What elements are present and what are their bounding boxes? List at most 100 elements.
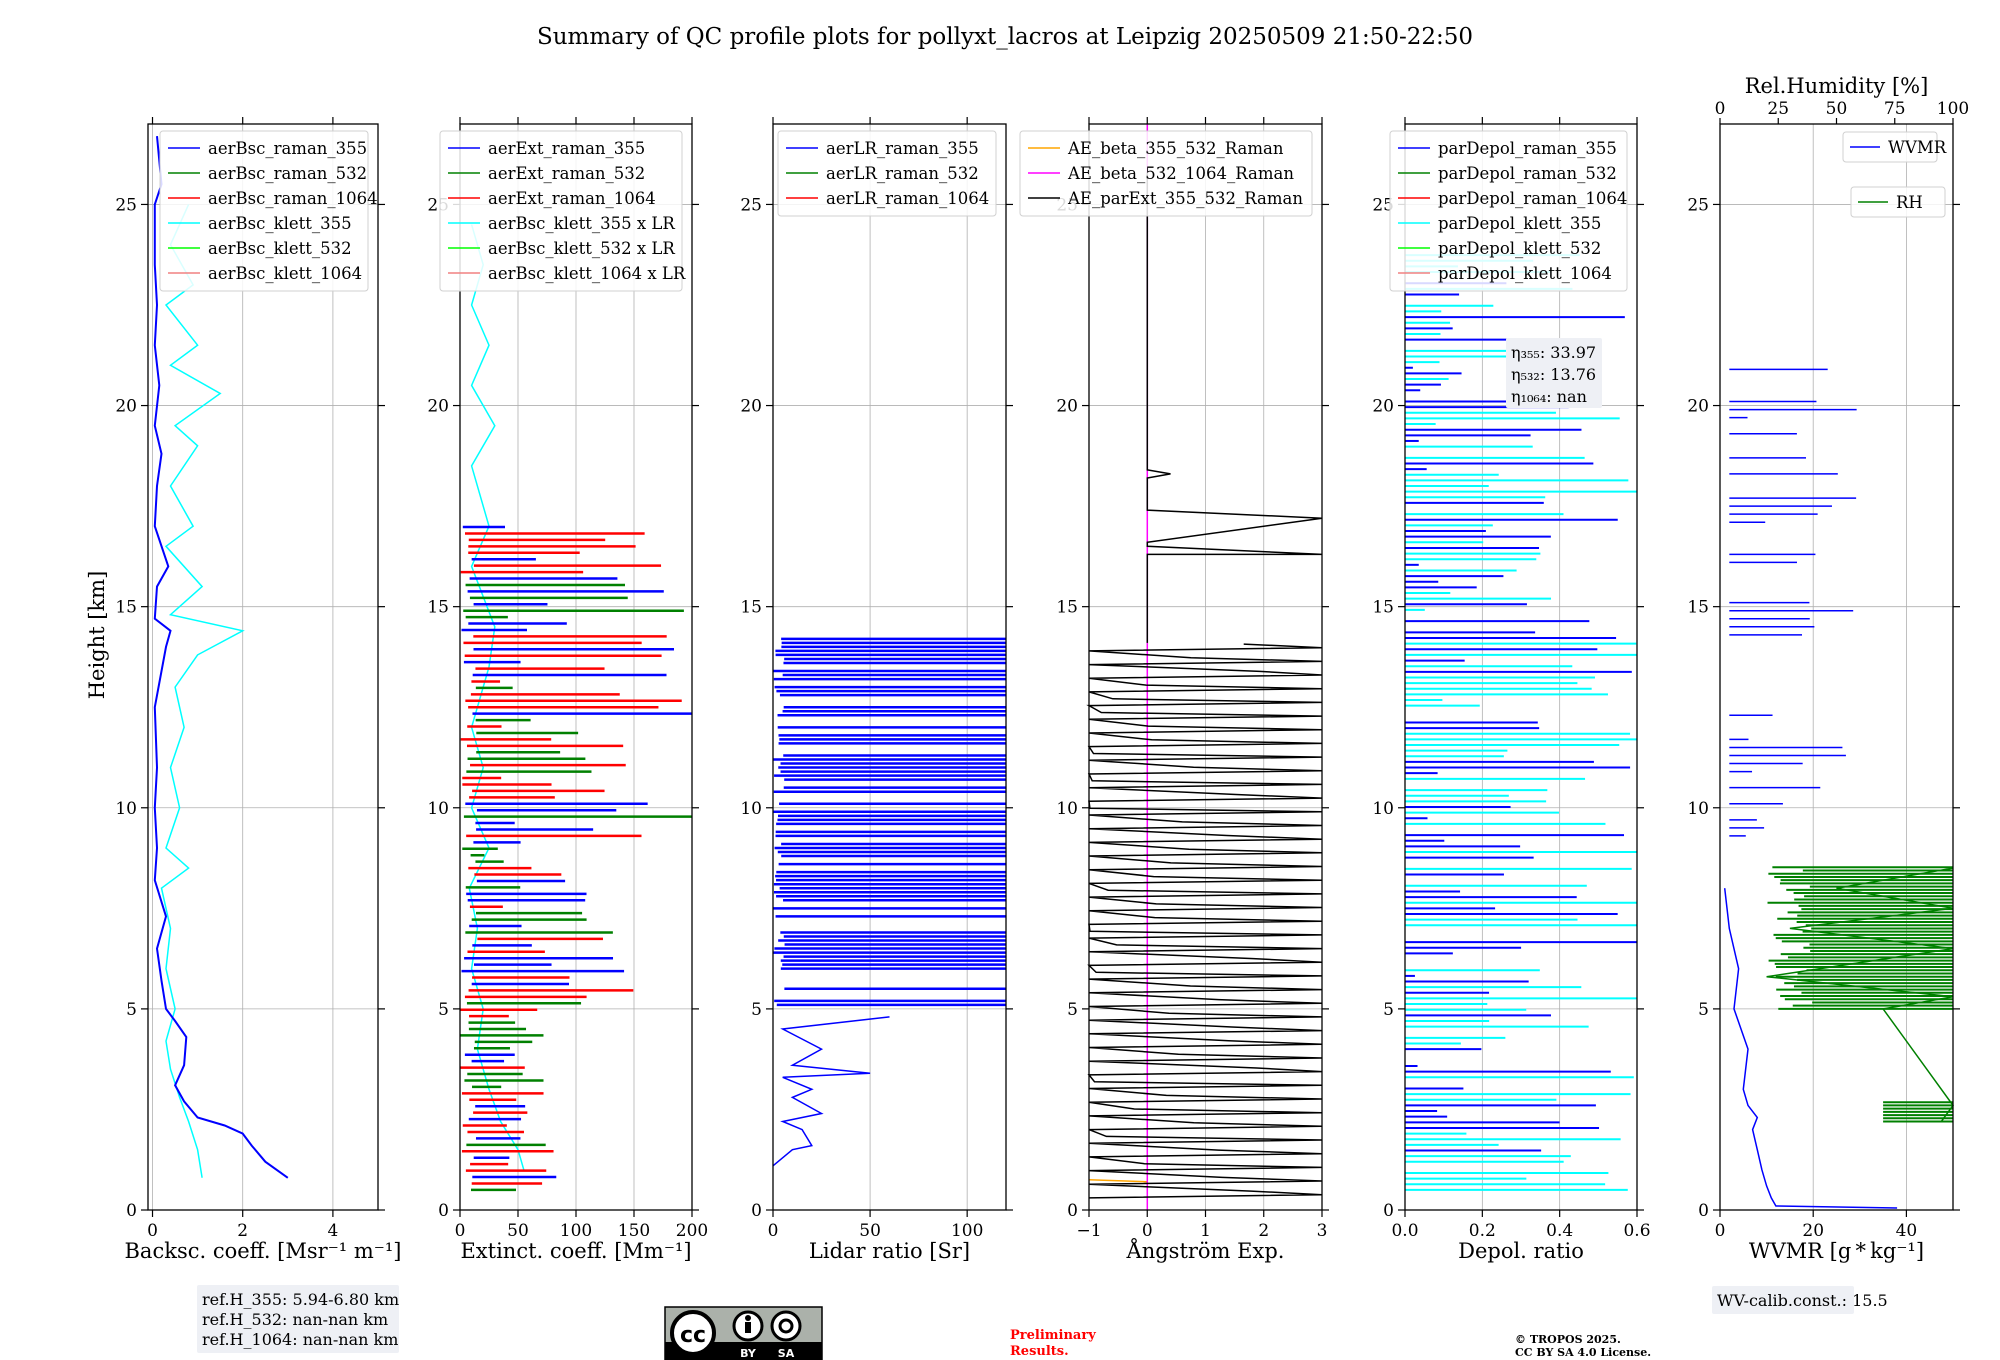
y-tick-label: 20 [740,397,762,417]
y-tick-label: 5 [1698,1000,1709,1020]
top-tick-label: 25 [1767,99,1789,119]
x-tick-label: 4 [327,1221,338,1241]
ref-height-532: ref.H_532: nan-nan km [202,1310,388,1329]
top-axis-label: Rel.Humidity [%] [1745,74,1929,98]
x-tick-label: 0 [1142,1221,1153,1241]
y-tick-label: 10 [1056,799,1078,819]
y-tick-label: 10 [1687,799,1709,819]
axes-frame [772,123,1007,1211]
x-tick-label: 0.4 [1546,1221,1573,1241]
legend-box [1850,186,1946,218]
legend-label: aerBsc_klett_532 [208,239,352,258]
series-line-WVMR [1723,888,1898,1209]
y-tick-label: 20 [1687,397,1709,417]
legend-label: AE_beta_532_1064_Raman [1067,164,1294,183]
ref-heights-box: ref.H_355: 5.94-6.80 km ref.H_532: nan-n… [197,1285,399,1353]
legend: AE_beta_355_532_Raman AE_beta_532_1064_Ra… [1019,130,1313,217]
x-axis-label: WVMR [g * kg⁻¹] [1749,1239,1924,1263]
x-axis-label: Extinct. coeff. [Mm⁻¹] [460,1239,691,1263]
y-tick-label: 5 [1067,1000,1078,1020]
y-tick-label: 20 [1056,397,1078,417]
axes-frame [147,123,379,1211]
x-tick-label: 0 [1715,1221,1726,1241]
legend-label: RH [1896,193,1923,212]
legend-label: WVMR [1888,138,1947,157]
y-tick-label: 5 [126,1000,137,1020]
legend-box [777,130,997,217]
wv-calib-box [1712,1286,1854,1314]
x-axis-label: Ångström Exp. [1126,1238,1285,1263]
y-tick-label: 15 [427,598,449,618]
legend-label: aerExt_raman_1064 [488,189,656,208]
y-tick-label: 15 [740,598,762,618]
y-tick-label: 20 [1372,397,1394,417]
legend: RH [1850,186,1946,218]
copyright-line-1: © TROPOS 2025. [1515,1333,1621,1346]
by-icon-body [745,1322,751,1333]
y-tick-label: 5 [438,1000,449,1020]
legend-label: AE_beta_355_532_Raman [1067,139,1284,158]
series-line-aerBsc_raman_355 [153,136,289,1179]
legend-label: aerBsc_klett_355 [208,214,352,233]
y-tick-label: 0 [1067,1201,1078,1221]
y-tick-label: 10 [115,799,137,819]
x-axis-label: Depol. ratio [1458,1239,1584,1263]
y-tick-label: 15 [1687,598,1709,618]
top-tick-label: 50 [1826,99,1848,119]
legend-label: aerLR_raman_532 [826,164,979,183]
legend-label: parDepol_klett_355 [1438,214,1601,233]
x-tick-label: 0.6 [1623,1221,1650,1241]
x-tick-label: −1 [1076,1221,1101,1241]
y-tick-label: 15 [1056,598,1078,618]
y-tick-label: 0 [751,1201,762,1221]
x-tick-label: 0 [147,1221,158,1241]
x-tick-label: 0.0 [1391,1221,1418,1241]
preliminary-line-1: Preliminary [1010,1328,1096,1343]
y-tick-label: 10 [1372,799,1394,819]
by-icon-head [745,1315,751,1321]
cc-icon-text: cc [680,1323,706,1348]
legend: aerExt_raman_355 aerExt_raman_532 aerExt_r… [439,130,686,292]
y-tick-label: 25 [740,195,762,215]
wv-calib-text: WV-calib.const.: 15.5 [1717,1291,1888,1310]
x-tick-label: 0.2 [1469,1221,1496,1241]
figure-title: Summary of QC profile plots for pollyxt_… [537,24,1473,50]
axes-frame [1404,123,1638,1211]
series-line-AE_beta_355_532 [1088,1179,1148,1183]
x-tick-label: 200 [676,1221,708,1241]
panel-depol: 0 5 10 15 20 25 0.0 0.2 0.4 0.6 Depol. ratio parDep… [1372,117,1651,1263]
x-tick-label: 40 [1896,1221,1918,1241]
y-tick-label: 0 [126,1201,137,1221]
legend: WVMR [1842,131,1947,163]
y-tick-label: 10 [740,799,762,819]
legend-label: aerBsc_klett_1064 x LR [488,264,686,283]
y-tick-label: 0 [1383,1201,1394,1221]
cc-icon [670,1310,716,1356]
series-line-aerLR_raman_355 [772,1016,890,1167]
x-axis-label: Backsc. coeff. [Msr⁻¹ m⁻¹] [125,1239,402,1263]
y-tick-label: 25 [1372,195,1394,215]
legend-label: aerBsc_klett_1064 [208,264,362,283]
x-axis-label: Lidar ratio [Sr] [809,1239,970,1263]
legend-label: parDepol_raman_1064 [1438,189,1627,208]
y-tick-label: 5 [1383,1000,1394,1020]
legend-label: parDepol_klett_532 [1438,239,1601,258]
series-line-AE_parExt_355_532_upper [1146,172,1323,643]
y-tick-label: 25 [1687,195,1709,215]
legend-label: aerBsc_raman_355 [208,139,367,158]
y-axis-label: Height [km] [85,571,109,700]
y-tick-label: 20 [115,397,137,417]
legend-label: parDepol_klett_1064 [1438,264,1612,283]
legend-label: aerExt_raman_355 [488,139,645,158]
x-tick-label: 1 [1200,1221,1211,1241]
x-tick-label: 3 [1317,1221,1328,1241]
ref-height-355: ref.H_355: 5.94-6.80 km [202,1290,399,1309]
cc-license-logo: cc BY SA [664,1306,823,1360]
y-tick-label: 15 [1372,598,1394,618]
x-tick-label: 0 [768,1221,779,1241]
preliminary-line-2: Results. [1010,1344,1069,1359]
